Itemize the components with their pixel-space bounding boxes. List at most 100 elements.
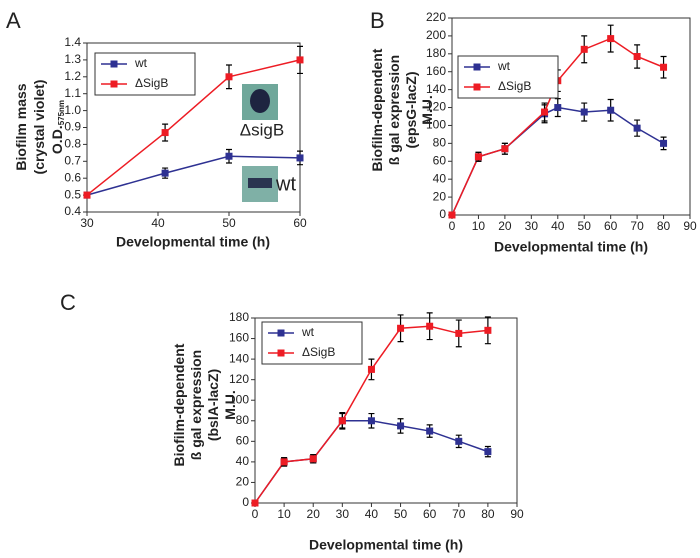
series-line xyxy=(86,155,301,196)
x-tick-label: 0 xyxy=(449,219,456,233)
y-tick-label: 140 xyxy=(426,82,446,96)
legend-marker xyxy=(110,60,118,68)
data-point xyxy=(397,324,405,332)
x-tick-label: 30 xyxy=(525,219,539,233)
data-point xyxy=(580,108,588,116)
legend-box xyxy=(457,55,559,99)
x-tick-label: 90 xyxy=(683,219,697,233)
y-tick-label: 40 xyxy=(236,454,250,468)
x-axis-title: Developmental time (h) xyxy=(116,234,270,250)
y-tick-label: 100 xyxy=(426,118,446,132)
legend-label: ΔSigB xyxy=(498,79,531,93)
y-tick-label: 20 xyxy=(433,189,447,203)
y-axis-title: M.U. xyxy=(222,390,238,420)
data-point xyxy=(296,56,304,64)
data-point xyxy=(251,499,259,507)
legend-marker xyxy=(110,80,118,88)
x-tick-label: 50 xyxy=(578,219,592,233)
y-tick-label: 1.2 xyxy=(64,69,81,83)
y-axis-title: Biofilm-dependent xyxy=(369,48,385,171)
legend-box xyxy=(94,52,196,96)
data-point xyxy=(607,35,615,43)
data-point xyxy=(426,322,434,330)
data-point xyxy=(554,104,562,112)
panel-letter: B xyxy=(370,8,385,33)
data-point xyxy=(633,53,641,61)
x-tick-label: 20 xyxy=(307,507,321,521)
sample-images xyxy=(242,84,278,202)
x-tick-label: 80 xyxy=(657,219,671,233)
y-tick-label: 60 xyxy=(236,434,250,448)
y-axis-title-line: Biofilm mass xyxy=(13,83,29,170)
legend-label: wt xyxy=(497,59,511,73)
y-axis-title: Biofilm mass xyxy=(13,83,29,170)
data-point xyxy=(633,124,641,132)
data-point xyxy=(455,437,463,445)
x-tick-label: 40 xyxy=(365,507,379,521)
data-point xyxy=(280,458,288,466)
data-point xyxy=(426,427,434,435)
y-axis-title-line: O.D. xyxy=(49,125,65,154)
data-point xyxy=(541,108,549,116)
x-tick-label: 70 xyxy=(630,219,644,233)
annotation: ΔsigB xyxy=(240,120,284,139)
legend-marker xyxy=(473,63,481,71)
plot-frame xyxy=(451,17,691,216)
y-tick-label: 0 xyxy=(439,207,446,221)
y-tick-label: 120 xyxy=(229,372,249,386)
data-point xyxy=(161,169,169,177)
y-axis-title-line: ß gal expression xyxy=(386,55,402,165)
y-tick-label: 0.8 xyxy=(64,137,81,151)
y-tick-label: 160 xyxy=(229,331,249,345)
legend-marker xyxy=(473,83,481,91)
panel-letter: A xyxy=(6,8,21,33)
y-axis-subscript: 575nm xyxy=(57,100,66,125)
x-tick-label: 0 xyxy=(252,507,259,521)
x-tick-label: 20 xyxy=(498,219,512,233)
sample-stain xyxy=(248,178,272,188)
y-axis-title-line: Biofilm-dependent xyxy=(369,48,385,171)
x-axis-title: Developmental time (h) xyxy=(494,239,648,255)
sample-stain xyxy=(250,89,270,113)
y-tick-label: 0.9 xyxy=(64,120,81,134)
y-tick-label: 180 xyxy=(229,310,249,324)
y-tick-label: 100 xyxy=(229,392,249,406)
y-axis-title: (crystal violet) xyxy=(31,80,47,175)
legend-box xyxy=(261,321,363,365)
data-point xyxy=(225,152,233,160)
y-tick-label: 1.4 xyxy=(64,35,81,49)
data-point xyxy=(484,448,492,456)
y-axis-title-line: M.U. xyxy=(222,390,238,420)
y-tick-label: 1.1 xyxy=(64,86,81,100)
legend-label: wt xyxy=(301,325,315,339)
x-tick-label: 30 xyxy=(80,216,94,230)
data-point xyxy=(580,45,588,53)
y-axis-title: ß gal expression xyxy=(188,350,204,460)
y-tick-label: 0.4 xyxy=(64,204,81,218)
data-point xyxy=(474,153,482,161)
y-axis-title-line: M.U. xyxy=(419,95,435,125)
y-tick-label: 140 xyxy=(229,351,249,365)
legend-marker xyxy=(277,349,285,357)
y-tick-label: 0 xyxy=(242,495,249,509)
x-tick-label: 90 xyxy=(510,507,524,521)
x-tick-label: 30 xyxy=(336,507,350,521)
data-point xyxy=(484,326,492,334)
plot-frame xyxy=(254,317,518,504)
y-axis-title-line: (bslA-lacZ) xyxy=(205,369,221,441)
y-tick-label: 0.7 xyxy=(64,153,81,167)
x-tick-label: 10 xyxy=(277,507,291,521)
y-axis-title: Biofilm-dependent xyxy=(171,343,187,466)
x-tick-label: 80 xyxy=(481,507,495,521)
data-point xyxy=(607,106,615,114)
y-tick-label: 20 xyxy=(236,475,250,489)
annotation: wt xyxy=(275,173,296,195)
y-tick-label: 40 xyxy=(433,171,447,185)
legend-marker xyxy=(277,329,285,337)
data-point xyxy=(296,154,304,162)
y-axis-title-line: (epsG-lacZ) xyxy=(403,71,419,148)
x-axis-title: Developmental time (h) xyxy=(309,537,463,553)
y-tick-label: 120 xyxy=(426,100,446,114)
